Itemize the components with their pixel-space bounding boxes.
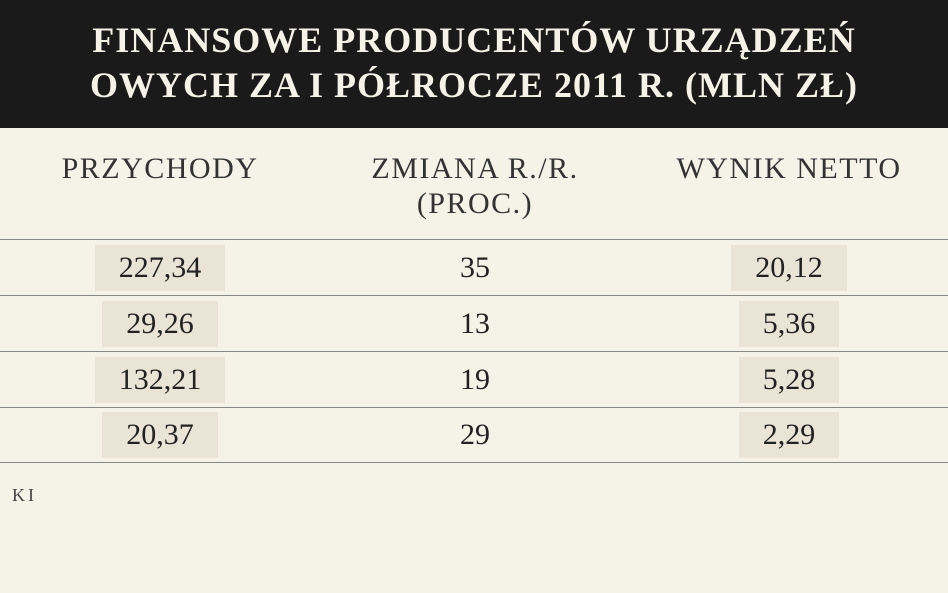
cell-wynik: 20,12 bbox=[630, 245, 948, 291]
col-header-label: Wynik netto bbox=[630, 152, 948, 187]
cell-value: 227,34 bbox=[95, 245, 226, 291]
cell-zmiana: 35 bbox=[320, 245, 630, 291]
cell-przychody: 20,37 bbox=[0, 412, 320, 458]
col-header-label: Zmiana r./r. bbox=[320, 152, 630, 187]
cell-value: 20,37 bbox=[102, 412, 218, 458]
cell-zmiana: 29 bbox=[320, 412, 630, 458]
title-line-2: owych za I półrocze 2011 r. (mln zł) bbox=[0, 63, 948, 108]
cell-value: 19 bbox=[436, 357, 514, 403]
title-bar: finansowe producentów urządzeń owych za … bbox=[0, 0, 948, 128]
col-header-wynik: Wynik netto bbox=[630, 152, 948, 221]
table-row: 132,21 19 5,28 bbox=[0, 351, 948, 407]
cell-wynik: 5,36 bbox=[630, 301, 948, 347]
cell-przychody: 132,21 bbox=[0, 357, 320, 403]
cell-wynik: 2,29 bbox=[630, 412, 948, 458]
cell-przychody: 29,26 bbox=[0, 301, 320, 347]
cell-zmiana: 19 bbox=[320, 357, 630, 403]
table-row: 227,34 35 20,12 bbox=[0, 239, 948, 295]
table-body: 227,34 35 20,12 29,26 13 5,36 132,21 19 … bbox=[0, 239, 948, 463]
cell-value: 13 bbox=[436, 301, 514, 347]
col-header-sublabel: (proc.) bbox=[320, 187, 630, 222]
cell-value: 5,36 bbox=[739, 301, 840, 347]
table-header-row: Przychody Zmiana r./r. (proc.) Wynik net… bbox=[0, 128, 948, 239]
table-row: 29,26 13 5,36 bbox=[0, 295, 948, 351]
col-header-zmiana: Zmiana r./r. (proc.) bbox=[320, 152, 630, 221]
cell-value: 132,21 bbox=[95, 357, 226, 403]
cell-value: 29,26 bbox=[102, 301, 218, 347]
footer-text: ki bbox=[0, 463, 948, 506]
col-header-label: Przychody bbox=[0, 152, 320, 187]
cell-wynik: 5,28 bbox=[630, 357, 948, 403]
cell-przychody: 227,34 bbox=[0, 245, 320, 291]
cell-value: 35 bbox=[436, 245, 514, 291]
cell-zmiana: 13 bbox=[320, 301, 630, 347]
title-line-1: finansowe producentów urządzeń bbox=[0, 18, 948, 63]
cell-value: 5,28 bbox=[739, 357, 840, 403]
table-row: 20,37 29 2,29 bbox=[0, 407, 948, 463]
cell-value: 29 bbox=[436, 412, 514, 458]
cell-value: 2,29 bbox=[739, 412, 840, 458]
cell-value: 20,12 bbox=[731, 245, 847, 291]
col-header-przychody: Przychody bbox=[0, 152, 320, 221]
